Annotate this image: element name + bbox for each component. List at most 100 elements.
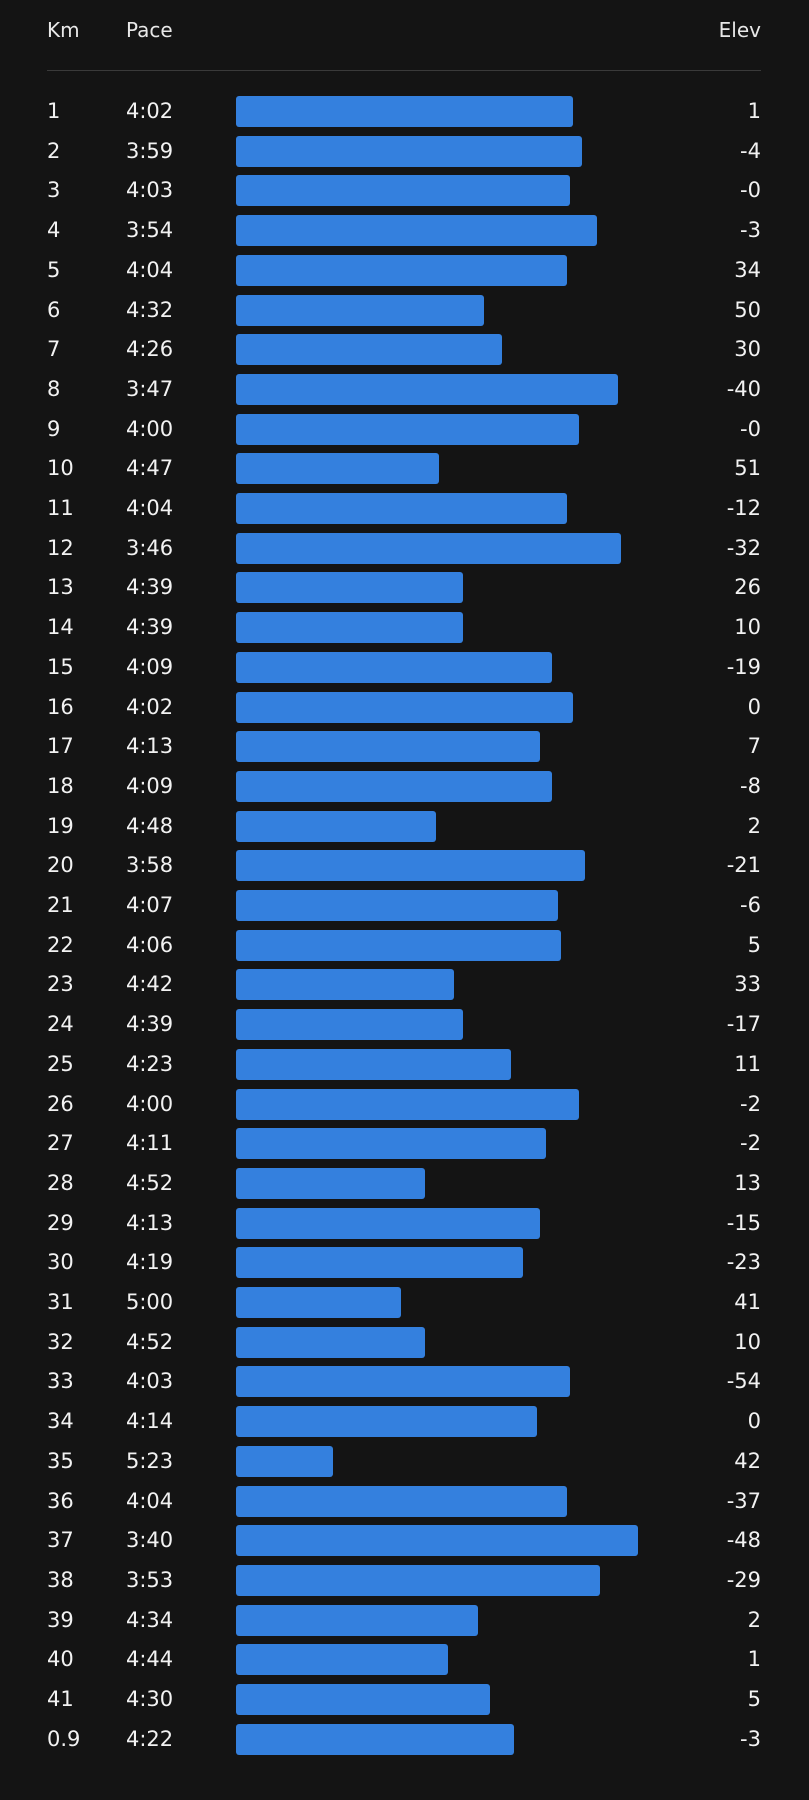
split-row: 18 4:09 -8 bbox=[0, 766, 809, 806]
split-pace: 4:23 bbox=[126, 1051, 174, 1076]
split-pace: 4:13 bbox=[126, 1210, 174, 1235]
pace-bar bbox=[236, 691, 574, 723]
split-row: 9 4:00 -0 bbox=[0, 409, 809, 449]
split-km: 27 bbox=[47, 1131, 74, 1156]
split-elev: 34 bbox=[734, 257, 761, 282]
pace-bar bbox=[236, 1207, 541, 1239]
split-elev: -8 bbox=[740, 773, 761, 798]
split-row: 17 4:13 7 bbox=[0, 726, 809, 766]
split-km: 20 bbox=[47, 853, 74, 878]
split-elev: -3 bbox=[740, 218, 761, 243]
split-row: 28 4:52 13 bbox=[0, 1163, 809, 1203]
split-km: 10 bbox=[47, 456, 74, 481]
split-pace: 4:52 bbox=[126, 1170, 174, 1195]
split-km: 9 bbox=[47, 416, 61, 441]
pace-bar bbox=[236, 96, 574, 127]
split-row: 38 3:53 -29 bbox=[0, 1560, 809, 1600]
pace-bar bbox=[236, 1167, 425, 1199]
split-elev: 51 bbox=[734, 456, 761, 481]
split-km: 28 bbox=[47, 1170, 74, 1195]
split-pace: 3:53 bbox=[126, 1567, 174, 1592]
split-elev: -29 bbox=[726, 1567, 761, 1592]
pace-bar bbox=[236, 175, 571, 207]
split-km: 1 bbox=[47, 99, 61, 123]
split-row: 4 3:54 -3 bbox=[0, 210, 809, 250]
split-pace: 4:39 bbox=[126, 575, 174, 600]
split-elev: 5 bbox=[747, 1687, 761, 1711]
split-elev: -0 bbox=[740, 416, 761, 441]
split-elev: -37 bbox=[726, 1488, 761, 1513]
split-km: 13 bbox=[47, 575, 74, 600]
split-km: 32 bbox=[47, 1329, 74, 1354]
split-elev: 2 bbox=[747, 813, 761, 838]
pace-bar bbox=[236, 1445, 333, 1477]
pace-bar bbox=[236, 612, 464, 644]
split-pace: 4:02 bbox=[126, 99, 174, 123]
split-km: 18 bbox=[47, 773, 74, 798]
column-header-km: Km bbox=[47, 18, 80, 42]
split-elev: -0 bbox=[740, 178, 761, 203]
split-km: 16 bbox=[47, 694, 74, 719]
pace-bar bbox=[236, 1048, 511, 1080]
split-km: 30 bbox=[47, 1250, 74, 1275]
split-row: 16 4:02 0 bbox=[0, 687, 809, 727]
pace-bar bbox=[236, 1564, 600, 1596]
split-pace: 3:59 bbox=[126, 138, 174, 163]
pace-bar bbox=[236, 135, 582, 167]
split-km: 22 bbox=[47, 932, 74, 957]
split-elev: 30 bbox=[734, 337, 761, 362]
split-elev: 0 bbox=[747, 1409, 761, 1434]
split-elev: 10 bbox=[734, 615, 761, 640]
split-elev: -12 bbox=[726, 496, 761, 520]
split-pace: 4:44 bbox=[126, 1647, 174, 1672]
split-km: 11 bbox=[47, 496, 74, 520]
split-elev: 1 bbox=[747, 99, 761, 123]
split-row: 40 4:44 1 bbox=[0, 1639, 809, 1679]
split-pace: 4:39 bbox=[126, 1012, 174, 1037]
split-km: 6 bbox=[47, 297, 61, 322]
split-pace: 4:02 bbox=[126, 694, 174, 719]
split-km: 34 bbox=[47, 1409, 74, 1434]
pace-bar bbox=[236, 731, 541, 763]
split-row: 35 5:23 42 bbox=[0, 1441, 809, 1481]
split-pace: 4:22 bbox=[126, 1726, 174, 1751]
split-elev: 7 bbox=[747, 734, 761, 759]
split-pace: 4:47 bbox=[126, 456, 174, 481]
pace-bar bbox=[236, 215, 597, 247]
split-elev: -54 bbox=[726, 1369, 761, 1394]
split-row: 20 3:58 -21 bbox=[0, 845, 809, 885]
split-row: 5 4:04 34 bbox=[0, 250, 809, 290]
split-elev: -3 bbox=[740, 1726, 761, 1751]
column-header-pace: Pace bbox=[126, 18, 173, 42]
split-row: 27 4:11 -2 bbox=[0, 1123, 809, 1163]
split-row: 29 4:13 -15 bbox=[0, 1203, 809, 1243]
split-km: 29 bbox=[47, 1210, 74, 1235]
split-row: 34 4:14 0 bbox=[0, 1401, 809, 1441]
split-elev: 42 bbox=[734, 1448, 761, 1473]
split-pace: 4:04 bbox=[126, 257, 174, 282]
split-elev: 1 bbox=[747, 1647, 761, 1672]
split-row: 33 4:03 -54 bbox=[0, 1361, 809, 1401]
split-row: 26 4:00 -2 bbox=[0, 1084, 809, 1124]
split-km: 3 bbox=[47, 178, 61, 203]
split-pace: 3:47 bbox=[126, 376, 174, 401]
split-pace: 4:04 bbox=[126, 1488, 174, 1513]
split-elev: -2 bbox=[740, 1131, 761, 1156]
split-km: 5 bbox=[47, 257, 61, 282]
split-km: 17 bbox=[47, 734, 74, 759]
split-row: 1 4:02 1 bbox=[0, 91, 809, 131]
pace-bar bbox=[236, 929, 562, 961]
split-pace: 4:06 bbox=[126, 932, 174, 957]
split-pace: 4:32 bbox=[126, 297, 174, 322]
split-row: 13 4:39 26 bbox=[0, 567, 809, 607]
split-elev: -40 bbox=[726, 376, 761, 401]
split-row: 24 4:39 -17 bbox=[0, 1004, 809, 1044]
split-pace: 4:07 bbox=[126, 893, 174, 917]
split-pace: 4:13 bbox=[126, 734, 174, 759]
split-row: 6 4:32 50 bbox=[0, 290, 809, 330]
split-elev: -17 bbox=[726, 1012, 761, 1037]
split-row: 30 4:19 -23 bbox=[0, 1242, 809, 1282]
split-row: 8 3:47 -40 bbox=[0, 369, 809, 409]
split-pace: 3:54 bbox=[126, 218, 174, 243]
pace-bar bbox=[236, 1088, 580, 1120]
